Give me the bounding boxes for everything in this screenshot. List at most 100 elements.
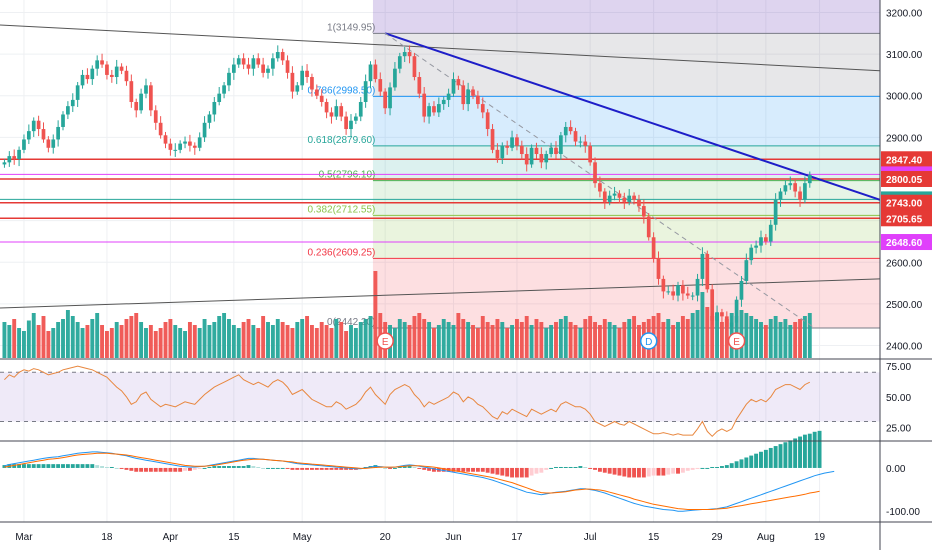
candle-body — [539, 154, 544, 163]
candle-body — [476, 95, 480, 105]
volume-bar — [217, 316, 222, 358]
volume-bar — [510, 325, 515, 358]
macd-histogram-bar — [715, 466, 720, 468]
candle-body — [26, 131, 31, 140]
candle-body — [241, 58, 246, 65]
volume-bar — [597, 325, 602, 358]
volume-bar — [558, 319, 563, 358]
macd-histogram-bar — [314, 467, 319, 470]
fib-level-label: 1(3149.95) — [327, 22, 375, 33]
candle-body — [144, 85, 148, 94]
candle-body — [275, 52, 280, 59]
candle-body — [378, 79, 383, 92]
volume-bar — [314, 328, 319, 358]
candle-body — [519, 145, 524, 155]
volume-bar — [41, 316, 46, 358]
fib-retracement-tool[interactable]: 1(3149.95) 0.786(2998.50) 0.618(2879.60) 0.… — [308, 0, 880, 329]
candle-body — [266, 68, 270, 73]
macd-histogram-bar — [392, 467, 397, 469]
macd-histogram-bar — [36, 464, 41, 468]
macd-histogram-bar — [524, 467, 529, 478]
macd-histogram-bar — [129, 467, 134, 471]
event-marker-circle — [727, 332, 746, 350]
candle-body — [124, 70, 129, 82]
candle-body — [271, 58, 275, 69]
macd-histogram-bar — [280, 467, 285, 469]
macd-histogram-bar — [666, 467, 671, 475]
macd-histogram-bar — [627, 467, 632, 478]
volume-bar — [26, 320, 31, 358]
volume-bar — [2, 322, 7, 358]
candle-body — [441, 99, 446, 105]
macd-histogram-bar — [422, 467, 427, 470]
macd-histogram-bar — [485, 467, 490, 473]
macd-histogram-bar — [266, 467, 270, 469]
macd-histogram-bar — [114, 467, 119, 469]
candle-body — [661, 278, 666, 292]
candle-body — [485, 112, 490, 130]
candle-body — [61, 114, 65, 127]
candle-body — [637, 199, 641, 207]
candle-body — [573, 131, 578, 142]
candle-body — [559, 135, 563, 155]
macd-histogram-bar — [231, 466, 236, 468]
candle-body — [354, 116, 358, 121]
macd-histogram-bar — [783, 442, 788, 468]
macd-histogram-bar — [2, 465, 7, 468]
candle-body — [31, 120, 36, 132]
candle-body — [393, 68, 397, 88]
candle-body — [612, 193, 617, 196]
macd-histogram-bar — [153, 467, 158, 472]
macd-histogram-bar — [763, 449, 768, 468]
volume-bar — [178, 328, 183, 358]
candle-body — [729, 322, 734, 327]
volume-bar — [783, 319, 788, 358]
candle-body — [168, 143, 173, 150]
candle-body — [349, 120, 353, 130]
price-tick-label: 2900.00 — [886, 133, 923, 144]
macd-histogram-bar — [432, 467, 436, 472]
volume-bar — [397, 319, 402, 358]
macd-histogram-bar — [514, 467, 519, 478]
candle-body — [2, 162, 7, 165]
macd-tick-label: -100.00 — [886, 507, 920, 518]
volume-bar — [153, 331, 158, 358]
macd-histogram-bar — [544, 467, 549, 470]
event-marker-e[interactable]: E — [727, 332, 746, 350]
macd-histogram-bar — [173, 467, 178, 472]
volume-bar — [422, 319, 427, 358]
candle-body — [105, 64, 109, 75]
fib-level-label: 0.236(2609.25) — [308, 247, 376, 258]
macd-histogram-bar — [417, 467, 422, 469]
fib-level-label: 0.382(2712.55) — [308, 204, 376, 215]
candle-body — [583, 141, 588, 146]
macd-tick-label: 0.00 — [886, 464, 906, 475]
volume-bar — [690, 313, 695, 358]
price-level-tag-label: 2648.60 — [886, 238, 923, 249]
volume-bar — [593, 322, 597, 358]
trendline-upper — [0, 24, 881, 72]
macd-histogram-bar — [236, 466, 241, 468]
macd-histogram-bar — [319, 467, 324, 470]
volume-bar — [61, 319, 65, 358]
fib-zone — [372, 33, 880, 97]
macd-histogram-bar — [339, 467, 344, 470]
macd-histogram-bar — [705, 467, 710, 469]
event-marker-d[interactable]: D — [639, 332, 658, 350]
price-level-tag-label: 2800.05 — [886, 175, 923, 186]
volume-bar — [290, 328, 295, 358]
candle-body — [314, 89, 319, 96]
volume-bar — [554, 322, 558, 358]
event-marker-label: D — [645, 337, 652, 348]
macd-histogram-bar — [31, 464, 36, 468]
candle-body — [285, 60, 290, 73]
drawn-lines[interactable] — [0, 24, 881, 329]
macd-histogram-bar — [588, 467, 593, 469]
macd-histogram-bar — [95, 465, 100, 468]
macd-histogram-bar — [197, 467, 202, 469]
event-marker-e[interactable]: E — [376, 332, 394, 350]
volume-bar — [778, 322, 783, 358]
volume-bar — [222, 313, 227, 358]
